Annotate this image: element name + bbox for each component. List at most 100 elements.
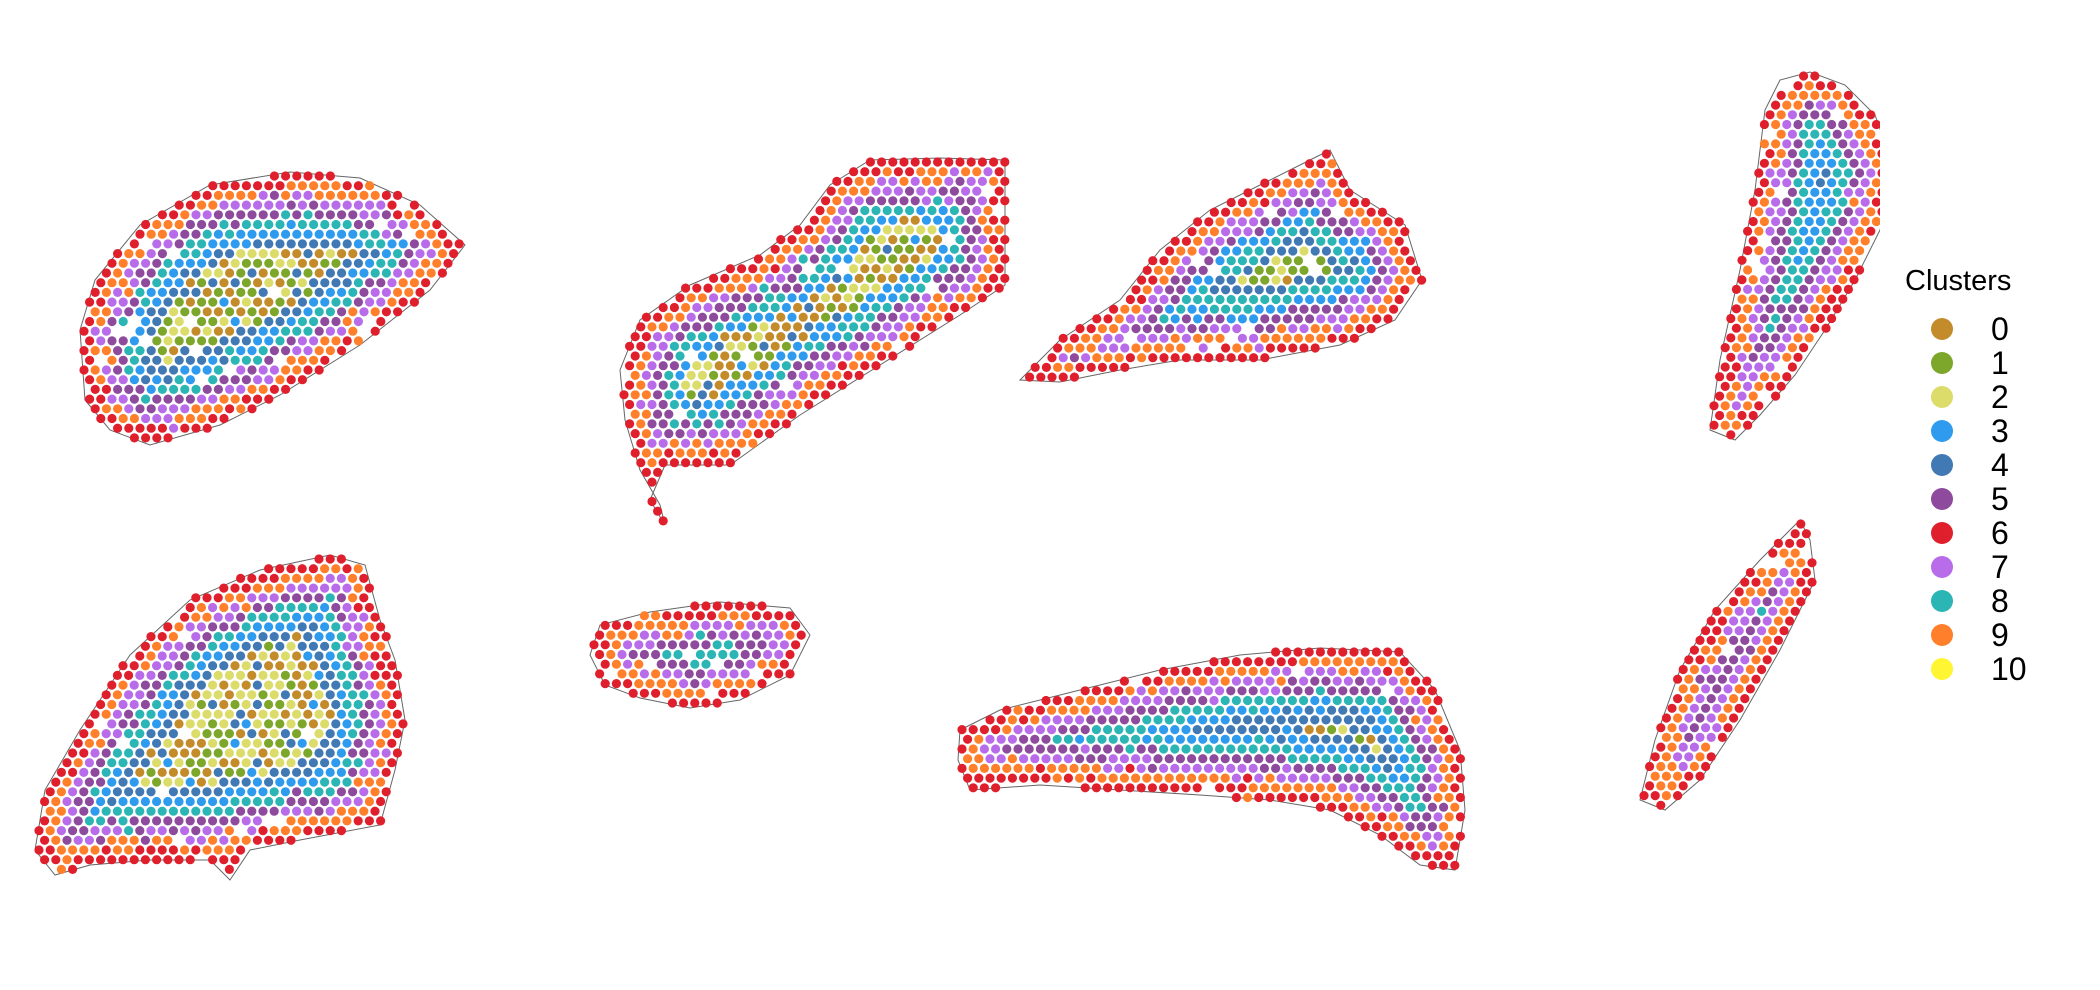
spot-cluster-9 [168, 632, 178, 642]
spot-cluster-2 [224, 748, 234, 758]
spot-cluster-6 [1349, 197, 1359, 208]
spot-cluster-2 [871, 283, 881, 293]
spot-cluster-7 [1215, 763, 1225, 774]
spot-cluster-9 [241, 602, 251, 613]
spot-cluster-3 [314, 632, 324, 642]
spot-cluster-5 [1832, 226, 1842, 236]
spot-cluster-3 [185, 796, 195, 807]
spot-cluster-6 [994, 264, 1004, 274]
spot-cluster-5 [213, 384, 223, 394]
spot-cluster-7 [977, 196, 988, 206]
spot-cluster-9 [202, 845, 212, 855]
spot-cluster-1 [236, 268, 246, 278]
spot-cluster-5 [1310, 188, 1320, 198]
spot-cluster-4 [163, 719, 173, 729]
spot-cluster-5 [658, 361, 668, 371]
spot-cluster-9 [1383, 822, 1393, 832]
spot-cluster-3 [325, 651, 335, 661]
spot-cluster-8 [1249, 294, 1259, 305]
spot-cluster-6 [1265, 657, 1275, 667]
spot-cluster-2 [224, 709, 234, 719]
spot-cluster-6 [1019, 715, 1029, 725]
spot-cluster-6 [1645, 781, 1655, 791]
spot-cluster-3 [765, 370, 775, 380]
spot-cluster-9 [370, 307, 380, 317]
spot-cluster-7 [1125, 314, 1135, 324]
spot-cluster-5 [1176, 285, 1186, 295]
spot-cluster-6 [796, 630, 806, 640]
spot-cluster-6 [157, 845, 167, 855]
spot-cluster-5 [753, 293, 764, 303]
spot-cluster-5 [1810, 110, 1820, 120]
spot-cluster-9 [628, 669, 638, 679]
spot-cluster-7 [1047, 725, 1057, 735]
spot-cluster-6 [1405, 256, 1415, 266]
spot-cluster-5 [809, 351, 820, 361]
spot-cluster-6 [325, 826, 335, 836]
spot-cluster-6 [1832, 284, 1842, 294]
spot-cluster-6 [157, 423, 167, 433]
spot-cluster-8 [157, 806, 167, 816]
spot-cluster-6 [1455, 831, 1465, 841]
spot-cluster-3 [331, 661, 341, 671]
spot-cluster-6 [933, 157, 943, 167]
spot-cluster-6 [1170, 236, 1180, 246]
spot-cluster-6 [1221, 207, 1231, 217]
spot-cluster-4 [697, 390, 708, 400]
spot-cluster-8 [804, 341, 814, 351]
spot-cluster-9 [1757, 587, 1767, 597]
spot-cluster-6 [763, 669, 773, 679]
spot-cluster-5 [1333, 227, 1343, 237]
spot-cluster-8 [1411, 773, 1421, 783]
spot-cluster-6 [1754, 401, 1764, 411]
spot-cluster-4 [331, 699, 341, 710]
spot-cluster-8 [253, 355, 263, 365]
spot-cluster-6 [185, 602, 195, 613]
spot-cluster-6 [258, 826, 268, 836]
spot-cluster-9 [409, 219, 419, 230]
spot-cluster-6 [34, 845, 44, 855]
spot-cluster-6 [146, 632, 156, 642]
spot-cluster-2 [877, 235, 887, 245]
spot-cluster-6 [387, 200, 397, 210]
spot-cluster-8 [1804, 255, 1814, 265]
spot-cluster-7 [636, 399, 646, 410]
spot-cluster-9 [1198, 773, 1208, 783]
spot-cluster-6 [1709, 401, 1719, 411]
spot-cluster-6 [1237, 197, 1247, 208]
spot-cluster-5 [751, 649, 762, 660]
spot-cluster-9 [1444, 754, 1454, 764]
spot-cluster-9 [1860, 236, 1870, 246]
spot-cluster-6 [1450, 783, 1460, 793]
spot-cluster-3 [275, 777, 285, 787]
spot-cluster-9 [1024, 763, 1034, 774]
spot-cluster-6 [308, 564, 318, 574]
spot-cluster-7 [1304, 666, 1314, 677]
spot-cluster-6 [202, 423, 212, 433]
spot-cluster-4 [1377, 734, 1387, 744]
spot-cluster-9 [1405, 686, 1415, 696]
spot-cluster-5 [1215, 314, 1225, 324]
spot-cluster-6 [1260, 197, 1270, 208]
spot-cluster-7 [949, 167, 960, 177]
spot-cluster-8 [152, 699, 162, 710]
spot-cluster-8 [1338, 275, 1348, 285]
spot-cluster-6 [387, 661, 397, 671]
spot-cluster-5 [781, 283, 792, 293]
spot-cluster-5 [1422, 812, 1432, 822]
spot-cluster-8 [169, 384, 179, 394]
spot-cluster-2 [213, 670, 223, 681]
spot-cluster-5 [1388, 695, 1398, 706]
spot-cluster-3 [96, 796, 106, 807]
spot-cluster-9 [292, 573, 302, 584]
spot-cluster-6 [1019, 773, 1029, 783]
spot-cluster-8 [1271, 294, 1281, 305]
spot-cluster-8 [1787, 226, 1797, 236]
spot-cluster-3 [1293, 705, 1303, 715]
spot-cluster-3 [854, 235, 864, 245]
spot-cluster-4 [191, 268, 201, 278]
spot-cluster-6 [1333, 168, 1343, 178]
spot-cluster-6 [636, 322, 646, 332]
spot-cluster-7 [765, 390, 775, 400]
spot-cluster-7 [1765, 168, 1775, 178]
